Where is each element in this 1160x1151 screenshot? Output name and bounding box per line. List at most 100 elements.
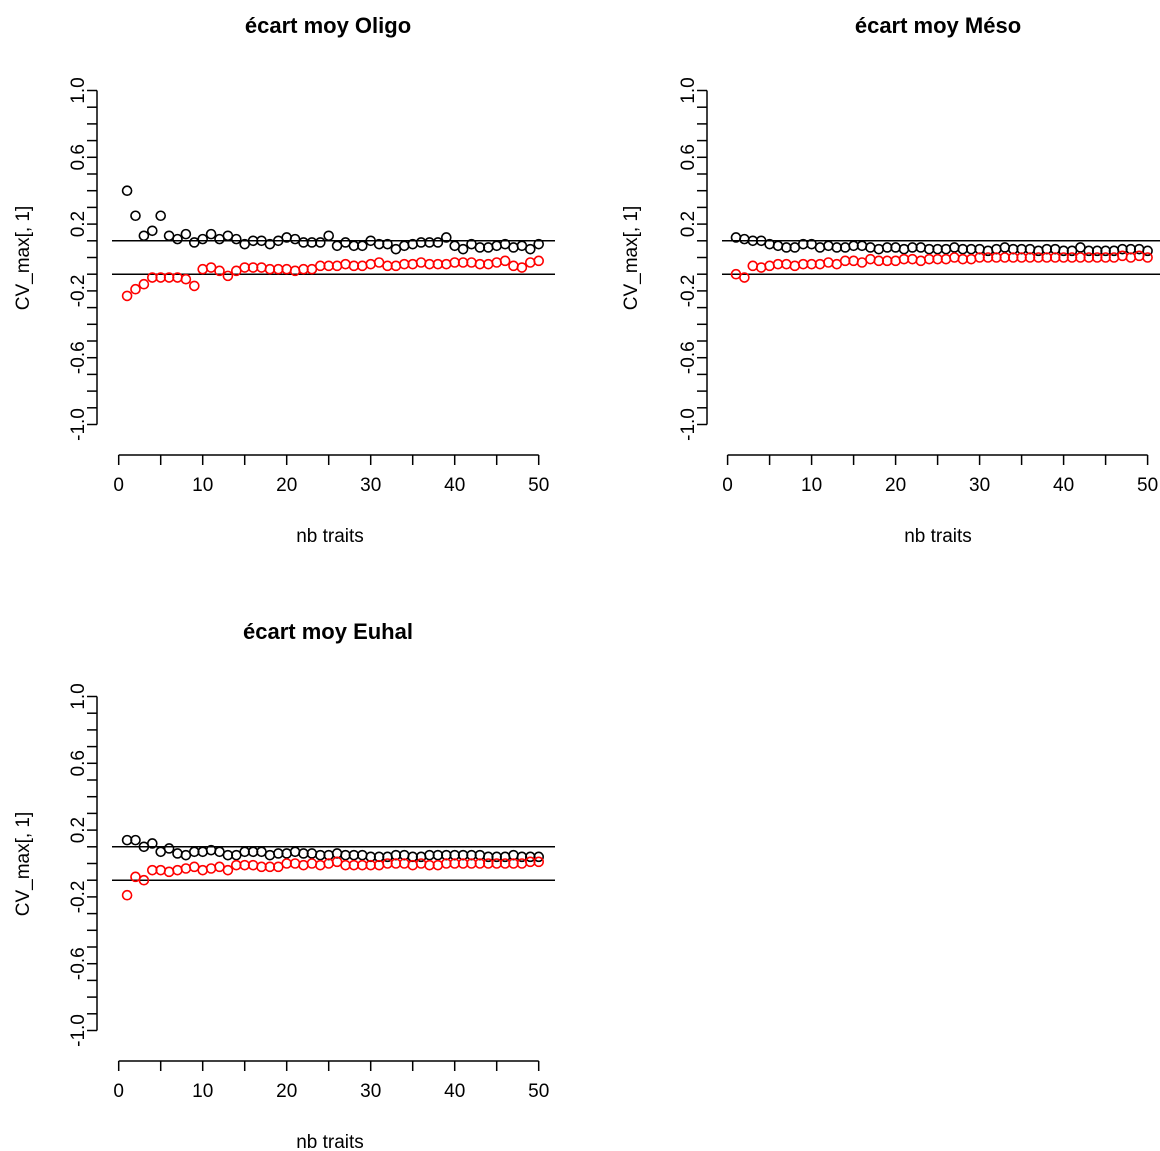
data-point <box>197 263 208 275</box>
y-tick-label: -0.2 <box>678 275 699 308</box>
x-tick-label: 0 <box>113 1081 124 1102</box>
data-point <box>382 238 393 250</box>
data-point <box>499 255 511 267</box>
y-axis-label: CV_max[, 1] <box>13 206 34 311</box>
data-point <box>457 243 469 255</box>
data-point <box>121 290 133 302</box>
data-point <box>289 846 301 858</box>
data-point <box>147 838 158 849</box>
data-point <box>949 252 960 263</box>
data-point <box>533 238 545 250</box>
data-point <box>121 889 133 901</box>
data-point <box>865 242 876 253</box>
x-tick-label: 50 <box>1137 475 1158 496</box>
panel-euhal: écart moy Euhal nb traits CV_max[, 1] 0 1… <box>13 619 555 1151</box>
data-point <box>340 258 351 270</box>
data-point <box>298 859 309 871</box>
data-point <box>772 240 784 252</box>
y-tick-label: 0.2 <box>68 817 89 843</box>
data-point <box>205 863 217 874</box>
data-point <box>789 260 801 272</box>
y-tick-label: 1.0 <box>68 683 89 709</box>
x-axis-label: nb traits <box>904 526 972 547</box>
data-point <box>197 864 208 876</box>
data-point <box>755 262 767 273</box>
data-point <box>197 233 208 245</box>
data-point <box>823 240 834 252</box>
y-tick-label: -1.0 <box>68 1014 89 1047</box>
y-axis: -1.0 -0.6 -0.2 0.2 0.6 1.0 <box>678 77 708 441</box>
data-point <box>865 253 876 265</box>
data-point <box>524 243 536 255</box>
y-tick-label: -0.6 <box>68 341 89 374</box>
data-point <box>314 859 326 871</box>
x-tick-label: 0 <box>113 475 124 496</box>
chart-title: écart moy Euhal <box>243 619 413 644</box>
data-point <box>739 272 750 283</box>
data-point <box>222 864 234 876</box>
data-point <box>432 237 444 248</box>
x-tick-label: 40 <box>1053 475 1074 496</box>
data-point <box>205 228 217 240</box>
data-point <box>180 228 192 240</box>
data-point <box>739 233 750 245</box>
data-point <box>747 260 759 272</box>
data-point <box>323 230 335 242</box>
data-point <box>130 834 141 846</box>
y-tick-label: 1.0 <box>68 77 89 103</box>
data-point <box>172 864 183 876</box>
y-axis: -1.0 -0.6 -0.2 0.2 0.6 1.0 <box>68 683 98 1047</box>
data-point <box>356 240 368 252</box>
data-point <box>491 257 503 268</box>
data-point <box>231 233 242 245</box>
data-point <box>138 874 150 886</box>
data-point <box>508 242 519 253</box>
y-tick-label: -1.0 <box>68 408 89 441</box>
data-point <box>306 858 318 869</box>
data-point <box>524 257 536 268</box>
data-point <box>130 283 141 295</box>
data-point <box>1133 250 1145 262</box>
y-tick-label: 0.6 <box>68 144 89 170</box>
data-point <box>121 185 133 196</box>
x-tick-label: 10 <box>192 475 213 496</box>
chart-title: écart moy Méso <box>855 13 1021 38</box>
data-point <box>533 255 545 267</box>
x-axis-label: nb traits <box>296 526 364 547</box>
data-point <box>365 258 377 270</box>
data-point <box>533 851 545 863</box>
data-point <box>163 866 175 878</box>
x-axis: 0 10 20 30 40 50 <box>722 454 1158 496</box>
x-tick-label: 20 <box>276 475 297 496</box>
data-points <box>121 834 545 901</box>
data-point <box>823 257 834 268</box>
y-tick-label: -0.6 <box>68 947 89 980</box>
data-point <box>398 240 410 252</box>
data-point <box>440 232 452 243</box>
y-tick-label: 0.6 <box>678 144 699 170</box>
y-tick-label: 0.2 <box>678 211 699 237</box>
data-point <box>415 858 427 869</box>
x-tick-label: 10 <box>192 1081 213 1102</box>
data-point <box>172 233 183 245</box>
data-point <box>491 240 503 252</box>
y-tick-label: -0.2 <box>68 881 89 914</box>
x-tick-label: 20 <box>885 475 906 496</box>
data-point <box>764 260 775 272</box>
x-tick-label: 30 <box>969 475 990 496</box>
y-tick-label: 0.6 <box>68 750 89 776</box>
panel-oligo: écart moy Oligo nb traits CV_max[, 1] 0 1… <box>13 13 555 547</box>
x-tick-label: 50 <box>528 475 549 496</box>
x-axis-label: nb traits <box>296 1132 364 1151</box>
y-tick-label: 1.0 <box>678 77 699 103</box>
y-axis-label: CV_max[, 1] <box>13 812 34 917</box>
reference-lines <box>112 846 555 881</box>
data-point <box>1142 245 1153 257</box>
data-point <box>898 243 910 255</box>
data-point <box>172 848 183 859</box>
x-tick-label: 50 <box>528 1081 549 1102</box>
data-point <box>915 255 927 267</box>
y-axis-label: CV_max[, 1] <box>621 206 642 311</box>
data-point <box>533 856 545 868</box>
